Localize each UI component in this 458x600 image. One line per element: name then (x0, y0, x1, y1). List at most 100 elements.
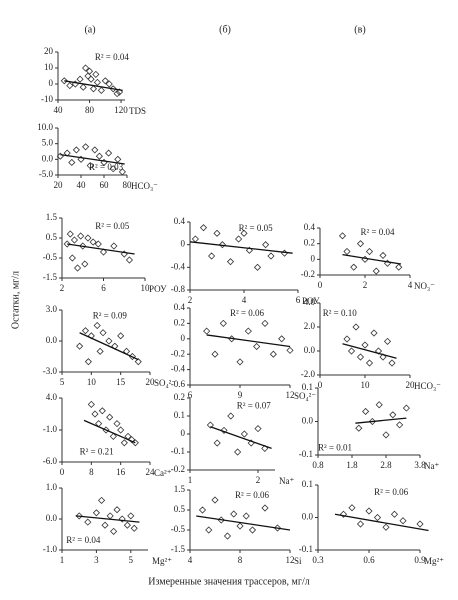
annotation: R² = 0.05 (95, 221, 130, 231)
trend-line (210, 426, 272, 450)
point (338, 232, 347, 240)
point (68, 158, 76, 167)
y-tick-label: 0.0 (302, 512, 314, 522)
y-tick-label: 0.2 (174, 317, 185, 327)
point (113, 90, 121, 98)
point (248, 526, 257, 534)
y-tick-label: 5.0 (42, 138, 54, 148)
point (208, 252, 216, 260)
point (73, 264, 82, 272)
point (375, 401, 383, 409)
x-tick-label: 16 (116, 467, 126, 477)
point (92, 70, 100, 78)
trend-line (64, 80, 123, 92)
x-tick-label: 5 (60, 377, 65, 387)
point (242, 512, 250, 520)
point (89, 238, 97, 246)
x-tick-label: 40 (77, 180, 87, 190)
x-tick-label: 4 (408, 280, 413, 290)
y-tick-label: 3.0 (46, 304, 58, 314)
point (93, 321, 101, 330)
point (213, 439, 221, 447)
y-tick-label: 1.0 (46, 482, 58, 492)
x-tick-label: 12 (286, 390, 295, 400)
point (79, 83, 87, 91)
y-tick-label: -0.1 (299, 449, 313, 459)
point (368, 417, 376, 426)
y-tick-label: 10 (44, 62, 54, 72)
point (343, 335, 351, 343)
point (365, 247, 374, 256)
y-tick-label: 0.1 (302, 479, 313, 489)
y-tick-label: 0.4 (174, 216, 186, 226)
point (86, 162, 94, 170)
x-axis-label: Si (294, 556, 302, 566)
point (68, 254, 76, 262)
point (390, 510, 399, 518)
trend-line (83, 419, 136, 444)
x-tick-label: 2.8 (380, 460, 392, 470)
point (383, 337, 392, 345)
point (203, 327, 211, 335)
y-tick-label: 0.0 (42, 153, 54, 163)
x-tick-label: 0 (318, 280, 323, 290)
point (105, 337, 113, 345)
x-axis-label: Ca²⁺ (154, 468, 172, 478)
point (219, 319, 227, 327)
point (96, 347, 104, 355)
point (84, 358, 92, 366)
point (365, 359, 374, 367)
point (261, 444, 269, 452)
point (206, 421, 214, 429)
point (82, 143, 90, 151)
point (117, 332, 125, 340)
x-axis-label: TDS (129, 106, 146, 116)
point (355, 424, 363, 432)
point (98, 407, 106, 415)
y-tick-label: 0.5 (46, 232, 58, 242)
x-tick-label: 20 (146, 377, 156, 387)
column-label: (в) (354, 24, 365, 35)
point (382, 523, 390, 531)
point (134, 358, 142, 366)
y-tick-label: -3.0 (43, 366, 58, 376)
x-tick-label: 3 (94, 555, 99, 565)
column-label: (б) (219, 24, 231, 35)
x-axis-label: Mg²⁺ (424, 556, 444, 566)
x-tick-label: 4 (188, 555, 193, 565)
point (226, 258, 235, 266)
point (101, 77, 109, 85)
point (109, 165, 117, 173)
point (117, 426, 125, 434)
trend-line (196, 515, 291, 531)
x-tick-label: 1 (188, 475, 193, 485)
point (85, 67, 94, 75)
point (82, 64, 90, 72)
x-tick-label: 8 (89, 467, 94, 477)
point (399, 517, 407, 525)
point (343, 247, 351, 256)
point (254, 425, 262, 433)
x-tick-label: 0.9 (414, 555, 426, 565)
y-tick-label: -5.0 (39, 169, 54, 179)
point (118, 168, 126, 176)
x-tick-label: 0.6 (363, 555, 375, 565)
point (128, 436, 136, 444)
column-label: (а) (84, 24, 95, 35)
y-tick-label: 0 (181, 333, 186, 343)
point (198, 506, 207, 514)
x-tick-label: 10 (87, 377, 97, 387)
y-tick-label: -6.0 (43, 456, 58, 466)
point (261, 319, 269, 327)
trend-line (206, 334, 291, 348)
point (120, 439, 128, 447)
x-tick-label: 10 (361, 380, 371, 390)
trend-line (334, 513, 429, 532)
x-tick-label: 0.3 (312, 555, 324, 565)
x-axis-label: Na⁺ (279, 476, 294, 486)
y-tick-label: 0.5 (174, 504, 186, 514)
point (361, 255, 369, 263)
point (92, 509, 100, 517)
point (396, 421, 404, 429)
y-tick-label: 2.0 (304, 321, 316, 331)
